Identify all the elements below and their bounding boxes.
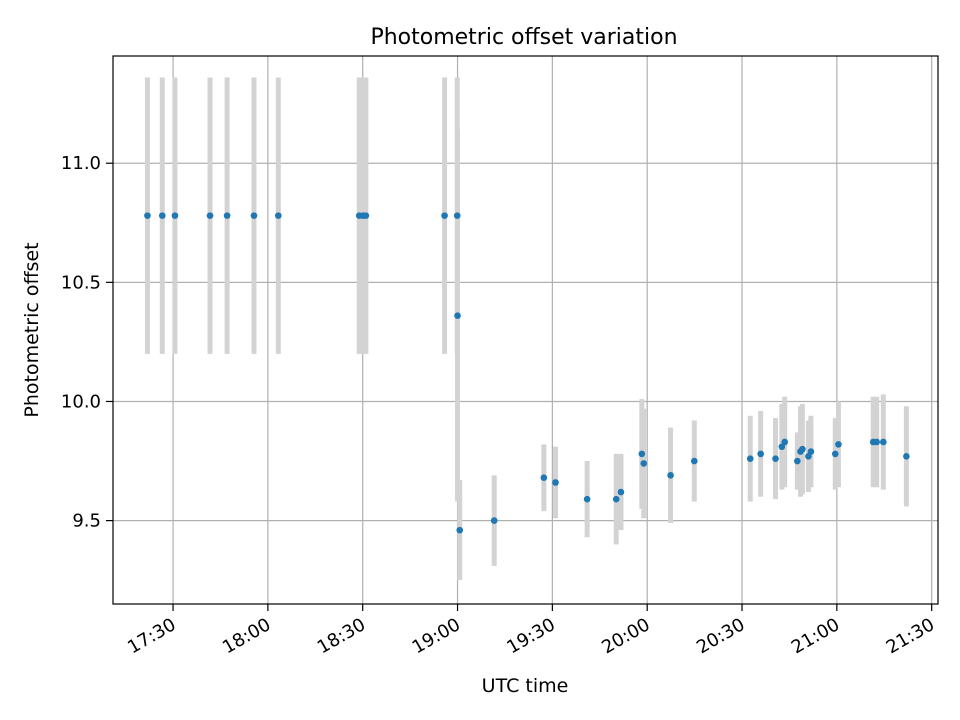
y-axis: 9.5 10.0 10.5 11.0 <box>61 153 113 532</box>
data-point <box>540 474 548 482</box>
data-point <box>453 212 461 219</box>
data-point <box>873 438 880 446</box>
y-tick-label: 10.5 <box>61 272 101 293</box>
data-point <box>690 457 698 465</box>
data-point <box>362 212 370 219</box>
data-point <box>171 212 179 219</box>
data-point <box>831 450 839 458</box>
data-point <box>456 526 464 534</box>
data-point <box>612 495 620 503</box>
data-point <box>617 488 625 496</box>
data-point <box>441 212 448 219</box>
chart-title: Photometric offset variation <box>370 25 677 50</box>
data-point <box>206 212 214 219</box>
data-point <box>490 517 498 524</box>
y-tick-label: 11.0 <box>61 153 101 174</box>
data-point <box>454 312 461 320</box>
data-point <box>638 450 646 458</box>
x-axis-label: UTC time <box>482 675 569 697</box>
plot-background <box>113 56 938 604</box>
data-point <box>250 212 258 219</box>
data-point <box>583 495 591 503</box>
y-axis-label: Photometric offset <box>21 242 43 417</box>
data-point <box>223 212 231 219</box>
data-point <box>903 452 910 460</box>
plot-area <box>112 55 939 605</box>
data-point <box>746 455 754 462</box>
data-point <box>757 450 764 458</box>
data-point <box>640 460 648 467</box>
data-point <box>835 441 842 448</box>
data-point <box>799 445 806 453</box>
data-point <box>275 212 282 219</box>
data-points <box>144 212 910 534</box>
data-point <box>159 212 166 219</box>
data-point <box>781 438 788 446</box>
data-point <box>144 212 151 219</box>
plot-frame <box>112 55 939 605</box>
data-point <box>880 438 887 446</box>
data-point <box>552 479 559 486</box>
data-point <box>794 457 801 465</box>
y-tick-label: 9.5 <box>72 511 101 532</box>
data-point <box>778 443 786 451</box>
data-point <box>807 448 815 455</box>
data-point <box>772 455 779 462</box>
y-tick-label: 10.0 <box>61 391 101 412</box>
data-point <box>667 472 674 479</box>
